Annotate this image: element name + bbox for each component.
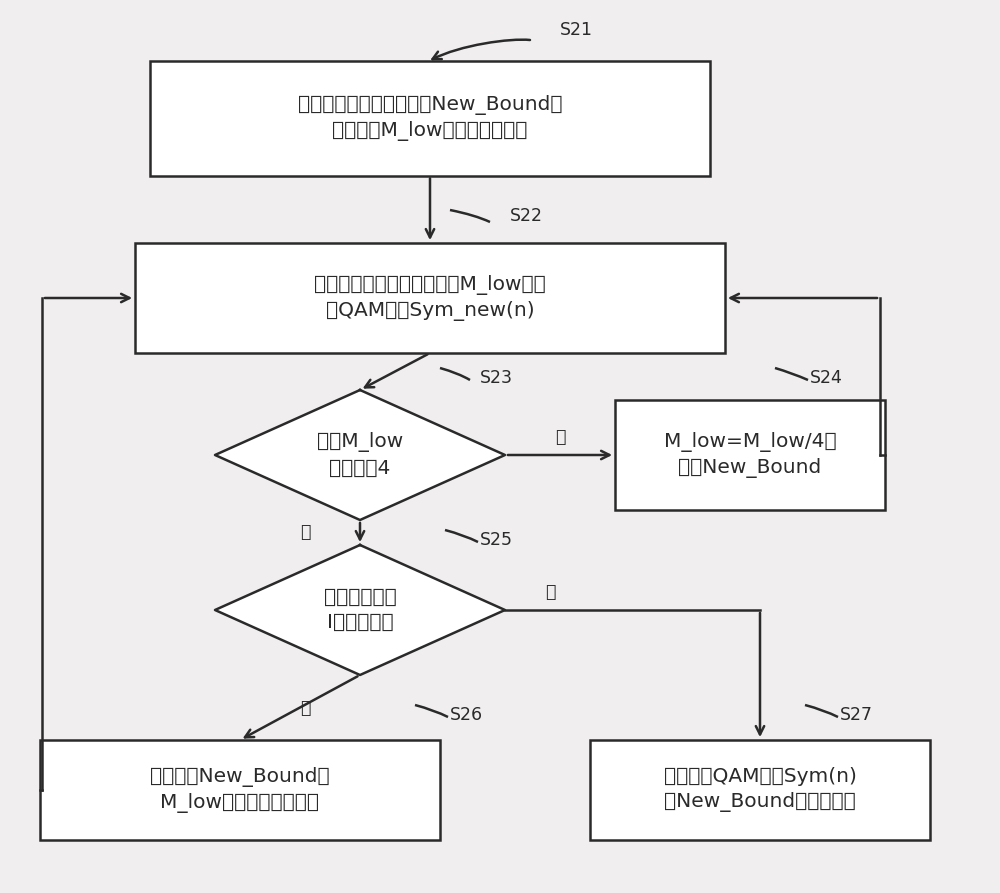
Text: 初始化降阶星座区间边界New_Bound、
降阶阶数M_low，设置迭代标志: 初始化降阶星座区间边界New_Bound、 降阶阶数M_low，设置迭代标志 [298, 95, 562, 141]
Text: S21: S21 [560, 21, 593, 39]
Text: S22: S22 [510, 207, 543, 225]
Polygon shape [215, 390, 505, 520]
Bar [150, 61, 710, 176]
Text: S24: S24 [810, 369, 843, 387]
Text: 判断M_low
是否等于4: 判断M_low 是否等于4 [317, 432, 403, 478]
Text: 判断迭代标志
I是否被设置: 判断迭代标志 I是否被设置 [324, 588, 396, 632]
Text: 否: 否 [545, 583, 555, 601]
Text: 是: 是 [300, 698, 310, 716]
Bar [40, 740, 440, 840]
Text: M_low=M_low/4，
更新New_Bound: M_low=M_low/4， 更新New_Bound [664, 432, 836, 478]
FancyArrowPatch shape [432, 39, 530, 59]
Text: S25: S25 [480, 531, 513, 549]
Bar [590, 740, 930, 840]
Text: 基于高阶QAM信号Sym(n)
和New_Bound进行软解调: 基于高阶QAM信号Sym(n) 和New_Bound进行软解调 [664, 767, 856, 813]
Bar [615, 400, 885, 510]
Text: S26: S26 [450, 706, 483, 724]
Text: 重新设置New_Bound和
M_low，并撤销迭代标志: 重新设置New_Bound和 M_low，并撤销迭代标志 [150, 767, 330, 813]
Text: 执行星座转换步骤，得到与M_low对应
的QAM信号Sym_new(n): 执行星座转换步骤，得到与M_low对应 的QAM信号Sym_new(n) [314, 275, 546, 321]
Text: S23: S23 [480, 369, 513, 387]
Bar [135, 243, 725, 353]
Text: 否: 否 [555, 428, 565, 446]
Polygon shape [215, 545, 505, 675]
Text: 是: 是 [300, 523, 310, 541]
Text: S27: S27 [840, 706, 873, 724]
